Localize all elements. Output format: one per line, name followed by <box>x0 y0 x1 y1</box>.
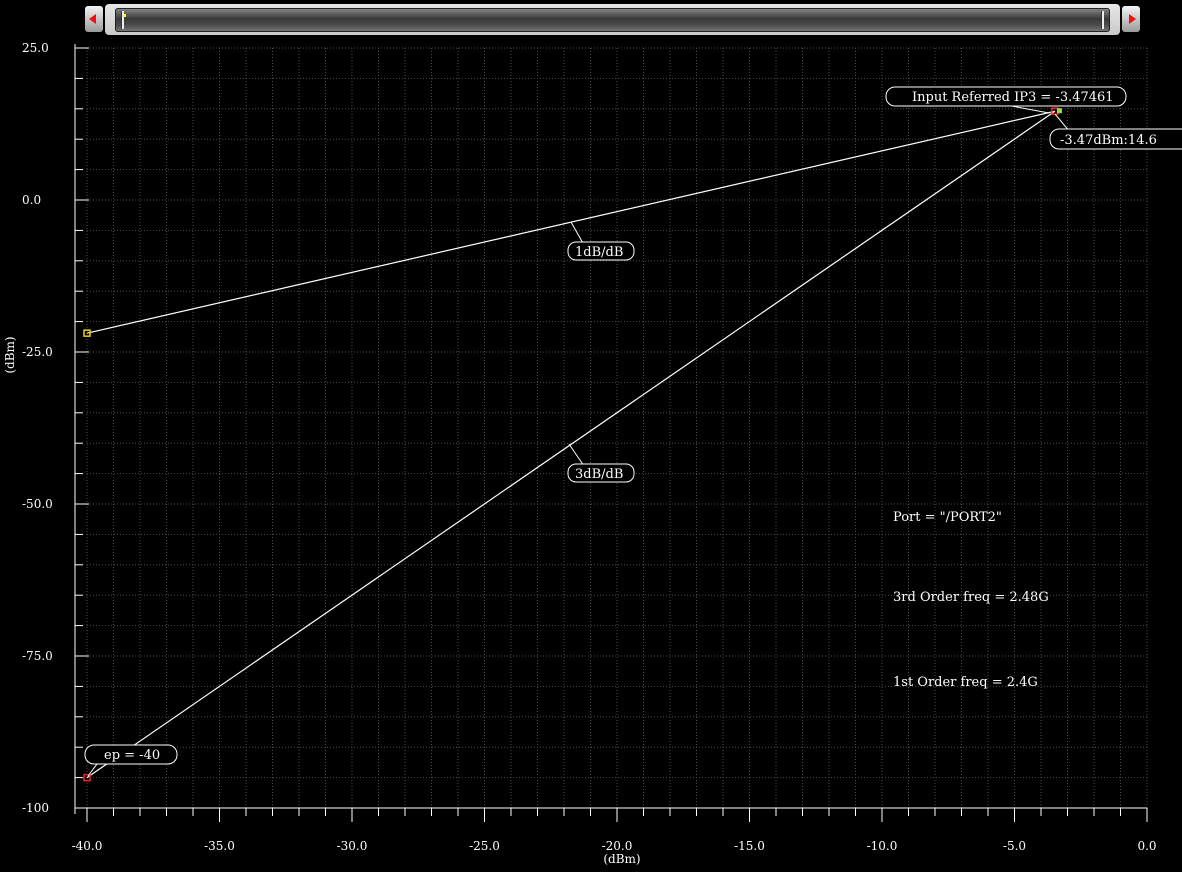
scroll-position-marker <box>123 14 126 17</box>
x-tick-label: 0.0 <box>1137 839 1156 853</box>
grid <box>86 47 1148 809</box>
x-axis-label: (dBm) <box>603 852 640 866</box>
y-axis-label: (dBm) <box>3 336 17 373</box>
scroll-thumb[interactable] <box>115 8 1110 32</box>
axes: -40.0 -35.0 -30.0 -25.0 -20.0 -15.0 -10.0 -5.0 0… <box>22 41 1157 853</box>
annotation-iip3-label: Input Referred IP3 = -3.47461 <box>885 86 1127 114</box>
slope3-text: 3dB/dB <box>575 467 623 482</box>
point-text: -3.47dBm:14.6 <box>1060 133 1157 148</box>
scroll-left-arrow-icon[interactable] <box>85 6 103 32</box>
x-tick-label: -15.0 <box>734 839 765 853</box>
x-tick-label: -40.0 <box>72 839 103 853</box>
freq3-text: 3rd Order freq = 2.48G <box>893 590 1049 605</box>
ep-text: ep = -40 <box>104 748 160 763</box>
scroll-track[interactable] <box>105 4 1120 35</box>
scroll-right-arrow-icon[interactable] <box>1122 6 1140 32</box>
annotation-slope1-label: 1dB/dB <box>567 221 635 261</box>
annotation-point-label: -3.47dBm:14.6 <box>1049 113 1182 150</box>
intersection-marker-icon <box>1056 108 1062 114</box>
freq1-text: 1st Order freq = 2.4G <box>893 675 1038 690</box>
x-tick-label: -20.0 <box>602 839 633 853</box>
horizontal-scrollbar[interactable] <box>85 0 1140 39</box>
x-tick-label: -10.0 <box>867 839 898 853</box>
iip3-text: Input Referred IP3 = -3.47461 <box>912 90 1114 105</box>
port-text: Port = "/PORT2" <box>893 510 1002 525</box>
y-tick-label: -50.0 <box>22 497 53 511</box>
series-line-2 <box>86 110 1056 779</box>
data-marker <box>83 329 91 337</box>
y-tick-label: -100 <box>22 801 49 815</box>
x-tick-label: -35.0 <box>204 839 235 853</box>
annotation-ep-label: ep = -40 <box>84 744 178 777</box>
annotation-slope3-label: 3dB/dB <box>567 443 635 483</box>
y-tick-label: -75.0 <box>22 649 53 663</box>
data-marker <box>83 773 91 782</box>
grip-left-icon <box>121 11 124 29</box>
x-tick-label: -30.0 <box>337 839 368 853</box>
x-tick-label: -5.0 <box>1003 839 1026 853</box>
grip-right-icon <box>1101 11 1104 29</box>
y-tick-label: 25.0 <box>22 41 49 55</box>
slope1-text: 1dB/dB <box>575 245 623 260</box>
x-tick-label: -25.0 <box>469 839 500 853</box>
y-tick-label: 0.0 <box>22 193 41 207</box>
y-tick-label: -25.0 <box>22 345 53 359</box>
